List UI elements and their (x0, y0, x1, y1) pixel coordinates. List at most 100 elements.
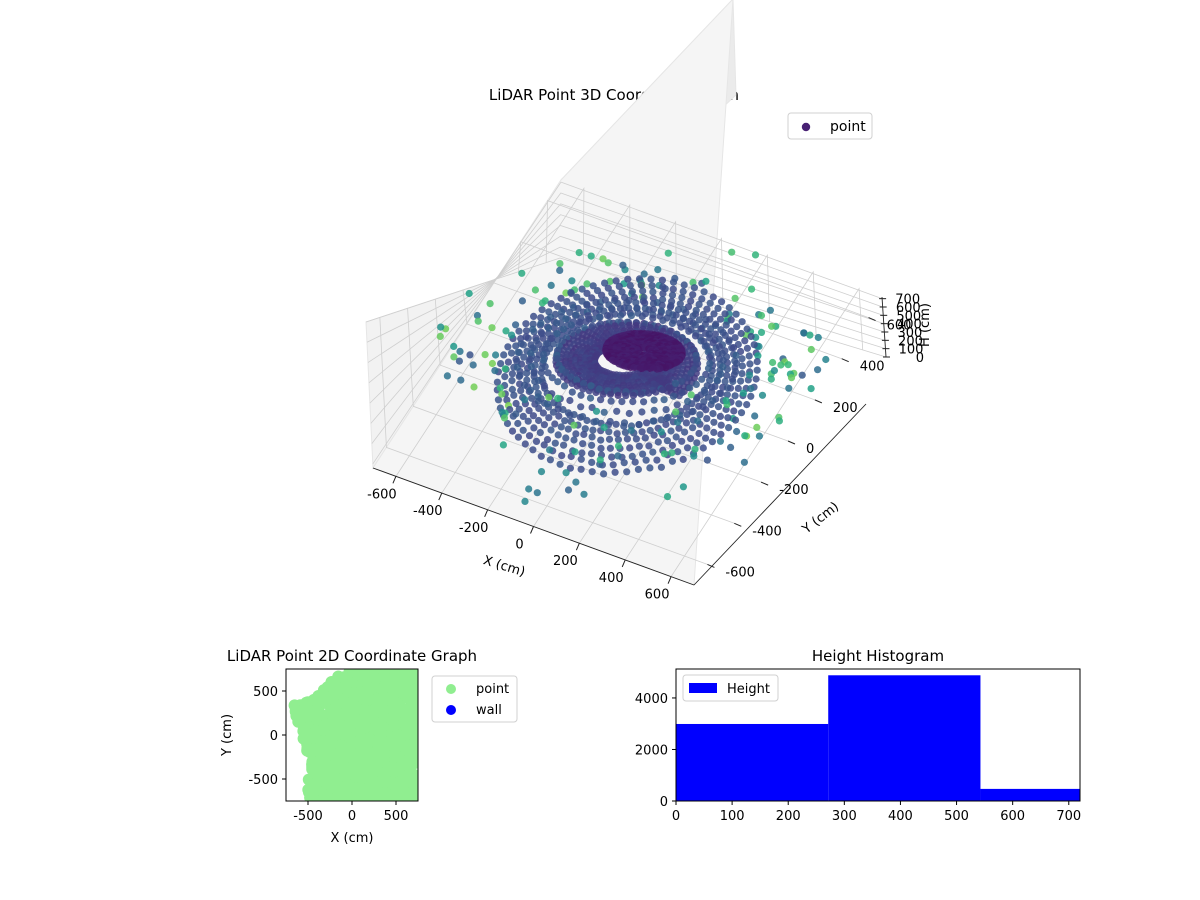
histogram-legend-label: Height (727, 682, 770, 697)
scatter-point-3d (666, 303, 675, 311)
scatter-point-3d (646, 464, 654, 472)
scatter-point-3d (504, 358, 512, 366)
scatter-point-3d (663, 414, 671, 422)
scatter-point-3d (514, 419, 522, 428)
scatter-point-3d (702, 277, 710, 285)
scatter-point-3d (530, 369, 538, 377)
scatter-point-3d (649, 305, 658, 314)
scatter-point-3d (717, 430, 725, 438)
scatter-point-3d (717, 370, 725, 378)
y-tick (787, 440, 796, 445)
scatter-point-3d (535, 416, 543, 425)
scatter-point-3d (525, 432, 534, 440)
scatter-point-3d (551, 439, 559, 447)
scatter-point-3d (694, 417, 702, 425)
z-tick-label: 0 (916, 351, 924, 366)
scatter-point-3d (714, 304, 722, 312)
scatter-point-3d (702, 370, 710, 379)
scatter-point-3d (514, 348, 522, 356)
scatter-point-3d (508, 377, 516, 385)
scatter-point-3d (614, 442, 623, 450)
scatter-point-3d (703, 424, 711, 432)
scatter-point-3d (512, 342, 520, 350)
scatter-point-3d (625, 409, 633, 418)
scatter-point-3d (752, 375, 760, 383)
grid-y-line (379, 317, 708, 565)
y-tick-label: 400 (860, 360, 885, 375)
scatter-point-3d (814, 366, 822, 374)
scatter-point-2d (298, 710, 310, 723)
scatter-point-3d (566, 308, 574, 316)
scatter-point-2d (335, 739, 348, 752)
scatter-point-3d (659, 290, 667, 298)
scatter-point-3d (572, 478, 580, 486)
scatter-point-3d (521, 497, 529, 505)
scatter-point-3d (564, 425, 572, 433)
chart-3d-legend: point (787, 112, 873, 140)
x-tick-label: 400 (599, 571, 624, 586)
scatter-point-3d (554, 431, 562, 439)
scatter-point-3d (558, 337, 566, 345)
chart-2d-legend-point-label: point (476, 682, 509, 697)
scatter-point-3d (553, 355, 561, 363)
scatter-point-3d (708, 438, 717, 446)
scatter-point-2d (404, 747, 417, 760)
scatter-point-3d (500, 414, 509, 422)
scatter-point-3d (498, 390, 506, 398)
chart-3d-legend-label: point (830, 119, 866, 135)
scatter-point-3d (751, 251, 760, 259)
scatter-point-3d (706, 353, 714, 361)
scatter-point-3d (708, 383, 716, 391)
scatter-point-3d (601, 279, 609, 287)
scatter-point-3d (640, 293, 648, 301)
scatter-point-3d (668, 319, 677, 327)
scatter-point-3d (561, 417, 569, 425)
z-tick-label: 500 (896, 309, 921, 324)
scatter-point-3d (730, 344, 738, 352)
scatter-point-3d (511, 321, 520, 329)
scatter-point-3d (687, 297, 695, 305)
scatter-point-3d (669, 278, 678, 286)
scatter-point-3d (753, 423, 761, 431)
scatter-point-3d (522, 333, 530, 341)
scatter-point-3d (488, 324, 496, 332)
scatter-point-3d (587, 450, 596, 458)
scatter-point-3d (649, 300, 658, 308)
hist-y-tick-label: 4000 (635, 692, 668, 707)
scatter-point-3d (755, 432, 764, 440)
x-tick (621, 559, 626, 568)
scatter-point-3d (611, 468, 619, 476)
scatter-point-3d (735, 400, 743, 408)
scatter-point-3d (657, 416, 665, 424)
scatter-point-3d (673, 401, 681, 409)
scatter-point-3d (683, 444, 692, 452)
scatter-point-3d (508, 385, 516, 394)
scatter-point-3d (662, 420, 670, 429)
scatter-point-3d (672, 433, 680, 441)
scatter-point-3d (560, 382, 569, 390)
hist-x-tick-label: 100 (720, 809, 745, 824)
scatter-point-3d (614, 436, 623, 444)
y-axis-line (693, 403, 867, 586)
scatter-point-3d (641, 304, 649, 312)
chart-3d-ylabel: Y (cm) (799, 499, 842, 537)
scatter-point-3d (638, 312, 646, 320)
scatter-point-3d (629, 391, 638, 400)
scatter-point-3d (775, 417, 784, 425)
scatter-point-3d (741, 337, 749, 345)
scatter-point-3d (573, 376, 581, 384)
x-tick (484, 509, 489, 517)
scatter-point-3d (747, 385, 755, 393)
scatter-point-3d (623, 435, 632, 443)
scatter-point-3d (807, 345, 815, 354)
scatter-point-3d (501, 373, 509, 381)
histogram-legend-frame (682, 674, 779, 702)
scatter-point-3d (518, 269, 526, 277)
scatter-point-3d (554, 405, 562, 413)
scatter-point-3d (668, 291, 677, 299)
scatter-point-2d (346, 735, 359, 748)
y-tick (760, 481, 769, 486)
scatter-point-3d (682, 309, 690, 317)
scatter-point-3d (522, 320, 530, 328)
scatter-point-3d (722, 321, 730, 329)
